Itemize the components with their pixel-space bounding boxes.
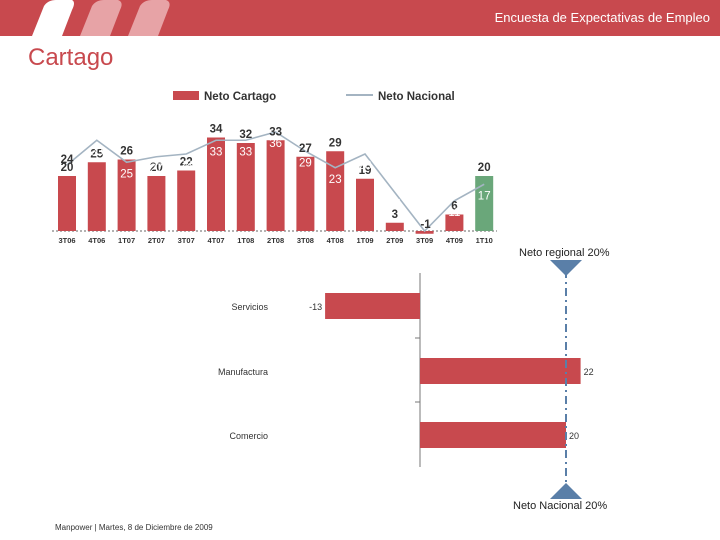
bar-cartago — [326, 151, 345, 231]
header-title: Encuesta de Expectativas de Empleo — [494, 10, 710, 25]
line-value-label: 28 — [180, 160, 193, 172]
line-value-label: 24 — [61, 154, 74, 166]
line-nacional — [66, 131, 485, 233]
neto-regional-label: Neto regional 20% — [519, 247, 610, 259]
line-value-label: 36 — [269, 138, 282, 150]
bar-cartago — [87, 162, 106, 231]
bar-value-label: 3 — [392, 209, 398, 221]
reference-bottom-marker — [550, 483, 582, 499]
category-label: 3T06 — [58, 236, 75, 245]
bar-value-label: 29 — [329, 137, 342, 149]
line-value-label: 33 — [239, 146, 252, 158]
header-bar: Encuesta de Expectativas de Empleo — [0, 0, 720, 36]
bar-cartago — [58, 176, 76, 231]
category-label: 4T08 — [327, 236, 344, 245]
category-label: 1T10 — [476, 236, 493, 245]
line-value-label: 11 — [448, 207, 460, 219]
category-label: 3T08 — [297, 236, 314, 245]
sector-value-label: 22 — [584, 367, 594, 377]
sector-bar — [420, 422, 566, 448]
category-label: 4T09 — [446, 236, 463, 245]
bar-value-label: 20 — [61, 162, 74, 174]
line-value-label: 27 — [150, 163, 163, 175]
legend-swatch-cartago — [173, 91, 199, 100]
line-value-label: 17 — [478, 190, 491, 202]
line-value-label: 14 — [388, 199, 401, 211]
bar-cartago — [117, 159, 136, 231]
sector-bar — [325, 293, 420, 319]
bar-cartago — [296, 156, 315, 231]
category-label: 2T09 — [386, 236, 403, 245]
category-label: 2T08 — [267, 236, 284, 245]
sector-bar — [420, 358, 581, 384]
line-value-label: 29 — [299, 157, 312, 169]
line-value-label: 33 — [90, 146, 103, 158]
sector-label: Servicios — [231, 302, 268, 312]
bar-cartago — [177, 170, 196, 231]
line-value-label: 25 — [120, 168, 133, 180]
bar-value-label: 22 — [180, 157, 193, 169]
neto-nacional-label: Neto Nacional 20% — [513, 500, 608, 512]
category-label: 3T09 — [416, 236, 433, 245]
bar-value-label: 34 — [210, 124, 223, 136]
sector-value-label: 20 — [569, 431, 579, 441]
bar-value-label: 33 — [269, 126, 282, 138]
bar-cartago — [475, 176, 494, 231]
category-label: 4T07 — [207, 236, 224, 245]
bar-cartago — [207, 137, 225, 231]
bar-cartago — [147, 176, 166, 231]
category-label: 1T09 — [356, 236, 373, 245]
bar-value-label: 19 — [359, 165, 372, 177]
line-value-label: 28 — [359, 160, 372, 172]
bar-value-label: 20 — [150, 162, 163, 174]
category-label: 1T07 — [118, 236, 135, 245]
category-label: 3T07 — [178, 236, 195, 245]
bar-cartago — [266, 140, 285, 231]
reference-top-marker — [550, 260, 582, 276]
bar-cartago — [385, 222, 404, 231]
bar-value-label: 6 — [451, 201, 457, 213]
sector-value-label: -13 — [309, 302, 322, 312]
brand-logo-icon — [32, 0, 170, 36]
region-title: Cartago — [28, 44, 114, 71]
bar-value-label: 20 — [478, 162, 491, 174]
footer-text: Manpower | Martes, 8 de Diciembre de 200… — [55, 523, 213, 532]
legend-label-nacional: Neto Nacional — [378, 91, 455, 103]
bar-value-label: 27 — [299, 143, 312, 155]
bar-cartago — [415, 231, 434, 234]
line-value-label: 23 — [329, 174, 342, 186]
line-value-label: 33 — [210, 146, 223, 158]
bar-value-label: -1 — [420, 219, 431, 231]
bar-value-label: 26 — [120, 146, 133, 158]
category-label: 2T07 — [148, 236, 165, 245]
sector-label: Manufactura — [218, 367, 268, 377]
bar-cartago — [445, 214, 464, 231]
legend-label-cartago: Neto Cartago — [204, 91, 276, 103]
bar-cartago — [236, 143, 255, 231]
sector-label: Comercio — [229, 431, 268, 441]
category-label: 1T08 — [237, 236, 254, 245]
category-label: 4T06 — [88, 236, 105, 245]
bar-value-label: 25 — [90, 148, 103, 160]
bar-cartago — [356, 178, 374, 231]
bar-value-label: 32 — [239, 129, 252, 141]
